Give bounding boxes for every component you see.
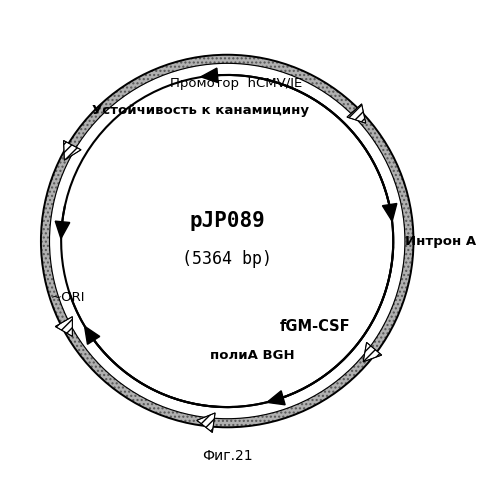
Text: полиA BGH: полиA BGH [209,349,294,362]
Polygon shape [85,326,100,344]
Polygon shape [201,68,218,82]
Text: Интрон A: Интрон A [404,234,476,248]
Polygon shape [41,54,414,428]
Polygon shape [55,316,72,336]
Text: pJP089: pJP089 [190,211,265,231]
Polygon shape [55,221,70,238]
Polygon shape [347,104,366,123]
Polygon shape [64,140,81,160]
Text: Устойчивость к канамицину: Устойчивость к канамицину [92,104,309,118]
Polygon shape [197,413,215,432]
Polygon shape [363,342,382,362]
Polygon shape [267,391,285,405]
Text: Промотор  hCMV/IE: Промотор hCMV/IE [170,78,302,90]
Text: fGM-CSF: fGM-CSF [279,319,350,334]
Text: ~ORI: ~ORI [51,290,85,304]
Polygon shape [382,204,397,221]
Circle shape [51,64,403,418]
Text: (5364 bp): (5364 bp) [182,250,272,268]
Text: Фиг.21: Фиг.21 [202,450,253,464]
